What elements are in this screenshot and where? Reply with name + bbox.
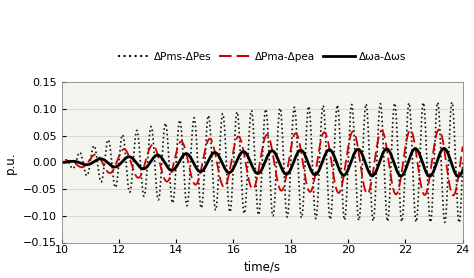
Δωa-Δωs — [441, 147, 447, 150]
Δωa-Δωs — [460, 169, 465, 172]
ΔPms-ΔPes — [212, 206, 218, 209]
ΔPms-ΔPes — [299, 214, 305, 218]
ΔPma-Δpea — [59, 161, 64, 164]
Δωa-Δωs — [456, 175, 461, 178]
ΔPms-ΔPes — [456, 221, 462, 224]
Δωa-Δωs — [212, 151, 218, 154]
ΔPms-ΔPes — [319, 106, 325, 109]
ΔPma-Δpea — [132, 171, 137, 174]
Δωa-Δωs — [299, 149, 305, 152]
Δωa-Δωs — [319, 160, 325, 163]
Legend: ΔPms-ΔPes, ΔPma-Δpea, Δωa-Δωs: ΔPms-ΔPes, ΔPma-Δpea, Δωa-Δωs — [118, 52, 406, 62]
ΔPma-Δpea — [212, 150, 218, 154]
Line: ΔPms-ΔPes: ΔPms-ΔPes — [62, 102, 463, 222]
Δωa-Δωs — [389, 154, 394, 157]
Δωa-Δωs — [358, 150, 364, 153]
ΔPms-ΔPes — [389, 153, 394, 157]
ΔPma-Δpea — [319, 133, 325, 136]
X-axis label: time/s: time/s — [244, 261, 281, 274]
Y-axis label: p.u.: p.u. — [4, 151, 17, 173]
ΔPma-Δpea — [389, 178, 394, 181]
Δωa-Δωs — [132, 159, 137, 162]
ΔPms-ΔPes — [59, 161, 64, 164]
ΔPma-Δpea — [460, 145, 465, 148]
ΔPma-Δpea — [299, 156, 305, 160]
Line: Δωa-Δωs: Δωa-Δωs — [62, 148, 463, 176]
Δωa-Δωs — [59, 161, 64, 164]
ΔPma-Δpea — [450, 194, 456, 197]
ΔPms-ΔPes — [449, 101, 455, 104]
ΔPma-Δpea — [358, 166, 364, 169]
ΔPms-ΔPes — [132, 145, 137, 148]
Line: ΔPma-Δpea: ΔPma-Δpea — [62, 130, 463, 195]
ΔPma-Δpea — [436, 128, 442, 131]
ΔPms-ΔPes — [460, 161, 465, 164]
ΔPms-ΔPes — [358, 197, 364, 200]
